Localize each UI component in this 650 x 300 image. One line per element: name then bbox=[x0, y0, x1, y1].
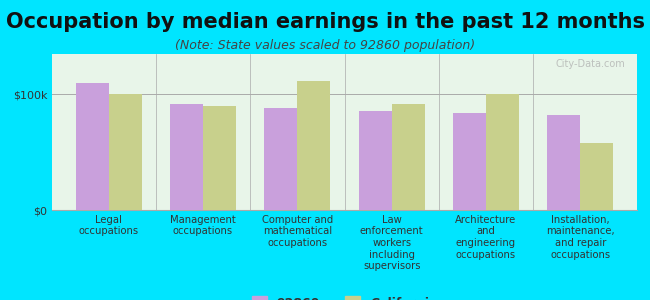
Bar bbox=[265, 108, 297, 210]
Text: City-Data.com: City-Data.com bbox=[556, 59, 625, 69]
Bar bbox=[486, 94, 519, 210]
Text: (Note: State values scaled to 92860 population): (Note: State values scaled to 92860 popu… bbox=[175, 39, 475, 52]
Bar bbox=[109, 94, 142, 210]
Bar bbox=[170, 104, 203, 210]
Legend: 92860, California: 92860, California bbox=[245, 290, 444, 300]
Bar bbox=[580, 143, 614, 210]
Bar bbox=[75, 83, 109, 210]
Bar bbox=[203, 106, 236, 210]
Bar bbox=[392, 104, 424, 210]
Bar bbox=[547, 115, 580, 210]
Text: Occupation by median earnings in the past 12 months: Occupation by median earnings in the pas… bbox=[5, 12, 645, 32]
Bar bbox=[453, 113, 486, 210]
Bar bbox=[359, 111, 392, 210]
Bar bbox=[297, 81, 330, 210]
